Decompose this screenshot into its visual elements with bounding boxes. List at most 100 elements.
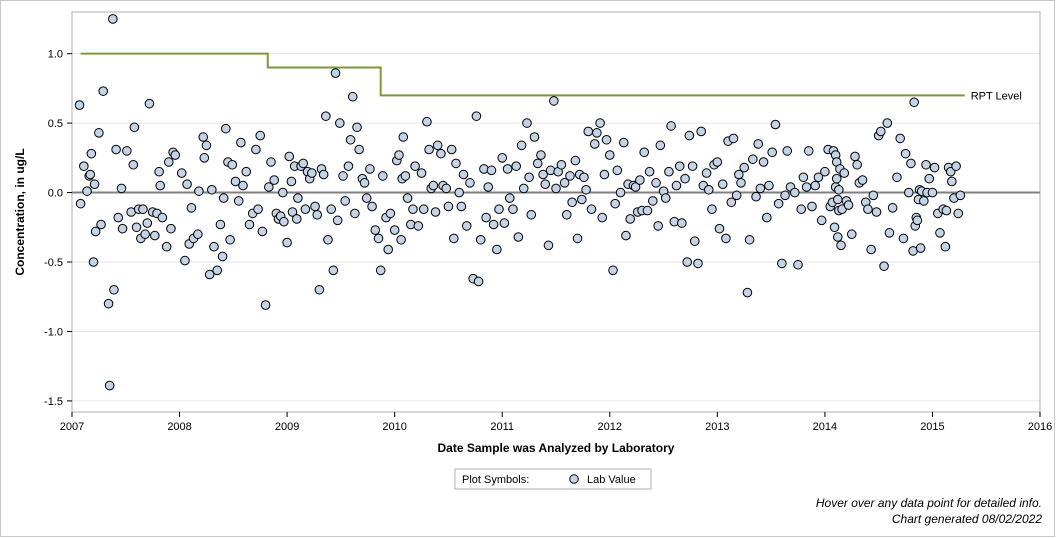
data-point[interactable]	[218, 193, 229, 203]
data-point[interactable]	[726, 197, 737, 208]
data-point[interactable]	[742, 287, 753, 298]
data-point[interactable]	[90, 226, 101, 237]
data-point[interactable]	[443, 201, 454, 212]
data-point[interactable]	[85, 169, 96, 180]
data-point[interactable]	[227, 159, 238, 170]
data-point[interactable]	[680, 173, 690, 184]
data-point[interactable]	[721, 233, 731, 244]
data-point[interactable]	[879, 261, 889, 271]
data-point[interactable]	[432, 140, 443, 151]
data-point[interactable]	[898, 233, 909, 244]
data-point[interactable]	[164, 157, 174, 167]
data-point[interactable]	[394, 150, 404, 160]
data-point[interactable]	[717, 179, 728, 190]
data-point[interactable]	[328, 265, 339, 276]
data-point[interactable]	[236, 137, 246, 148]
data-point[interactable]	[194, 186, 204, 196]
data-point[interactable]	[903, 187, 914, 198]
data-point[interactable]	[89, 179, 100, 190]
data-point[interactable]	[595, 118, 605, 128]
data-point[interactable]	[712, 157, 723, 167]
data-point[interactable]	[843, 200, 854, 210]
data-point[interactable]	[677, 218, 687, 228]
data-point[interactable]	[589, 139, 600, 149]
data-point[interactable]	[570, 155, 581, 166]
data-point[interactable]	[144, 98, 155, 109]
data-point[interactable]	[378, 171, 388, 181]
data-point[interactable]	[307, 168, 317, 178]
data-point[interactable]	[592, 128, 602, 138]
data-point[interactable]	[255, 130, 266, 141]
data-point[interactable]	[538, 169, 548, 180]
data-point[interactable]	[492, 244, 502, 255]
data-point[interactable]	[209, 241, 219, 252]
data-point[interactable]	[508, 204, 518, 215]
data-point[interactable]	[687, 161, 698, 171]
data-point[interactable]	[458, 169, 469, 180]
data-point[interactable]	[157, 212, 168, 223]
data-point[interactable]	[314, 284, 325, 295]
data-point[interactable]	[74, 100, 85, 110]
data-point[interactable]	[186, 203, 197, 213]
data-point[interactable]	[154, 166, 164, 177]
data-point[interactable]	[748, 154, 758, 165]
data-point[interactable]	[736, 178, 746, 188]
data-point[interactable]	[912, 215, 923, 226]
data-point[interactable]	[257, 226, 268, 237]
data-point[interactable]	[122, 146, 132, 156]
data-point[interactable]	[335, 118, 345, 128]
data-point[interactable]	[238, 180, 248, 191]
data-point[interactable]	[310, 201, 320, 212]
data-point[interactable]	[330, 68, 341, 78]
data-point[interactable]	[340, 196, 350, 206]
data-point[interactable]	[284, 151, 295, 162]
data-point[interactable]	[389, 225, 400, 235]
data-point[interactable]	[244, 219, 255, 230]
data-point[interactable]	[269, 175, 280, 185]
data-point[interactable]	[782, 146, 793, 156]
data-point[interactable]	[868, 190, 879, 201]
data-point[interactable]	[430, 207, 441, 217]
data-point[interactable]	[951, 161, 961, 171]
data-point[interactable]	[400, 171, 411, 181]
data-point[interactable]	[863, 204, 873, 215]
data-point[interactable]	[572, 233, 583, 244]
data-point[interactable]	[801, 182, 812, 192]
data-point[interactable]	[803, 146, 814, 156]
data-point[interactable]	[852, 159, 862, 170]
data-point[interactable]	[540, 179, 551, 190]
data-point[interactable]	[375, 265, 386, 276]
data-point[interactable]	[96, 219, 106, 230]
data-point[interactable]	[832, 232, 843, 242]
data-point[interactable]	[199, 153, 210, 163]
data-point[interactable]	[150, 230, 160, 241]
data-point[interactable]	[532, 158, 543, 169]
data-point[interactable]	[354, 144, 364, 155]
data-point[interactable]	[449, 233, 459, 244]
data-point[interactable]	[383, 244, 394, 255]
data-point[interactable]	[326, 204, 337, 215]
data-point[interactable]	[287, 207, 298, 217]
data-point[interactable]	[111, 144, 121, 155]
data-point[interactable]	[103, 298, 114, 309]
data-point[interactable]	[278, 187, 288, 198]
data-point[interactable]	[696, 126, 707, 137]
data-point[interactable]	[642, 205, 653, 216]
data-point[interactable]	[565, 171, 575, 181]
data-point[interactable]	[82, 186, 92, 196]
data-point[interactable]	[599, 169, 610, 180]
data-point[interactable]	[373, 233, 384, 244]
data-point[interactable]	[955, 190, 966, 201]
data-point[interactable]	[551, 183, 561, 194]
data-point[interactable]	[323, 234, 333, 245]
data-point[interactable]	[846, 229, 857, 240]
data-point[interactable]	[758, 157, 769, 167]
data-point[interactable]	[511, 161, 522, 171]
data-point[interactable]	[608, 265, 618, 276]
data-point[interactable]	[820, 166, 830, 177]
data-point[interactable]	[549, 96, 559, 106]
data-point[interactable]	[767, 147, 777, 158]
data-point[interactable]	[497, 153, 508, 163]
data-point[interactable]	[876, 126, 886, 137]
data-point[interactable]	[621, 230, 631, 241]
